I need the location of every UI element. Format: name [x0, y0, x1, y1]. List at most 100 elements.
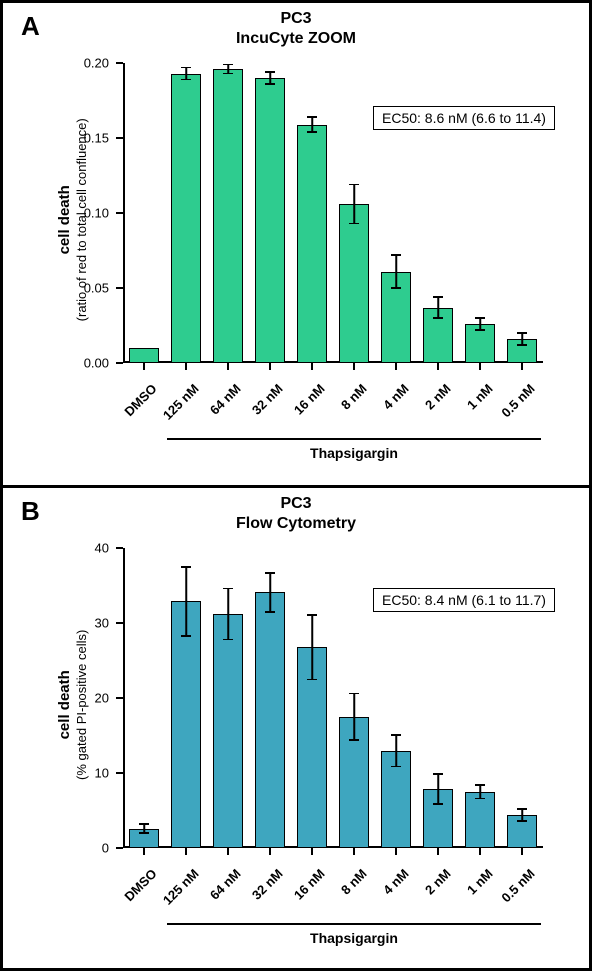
x-tick	[227, 848, 229, 855]
error-bar-cap	[349, 693, 359, 695]
y-axis-label: cell death(ratio of red to total cell co…	[56, 70, 90, 370]
x-tick-label: 8 nM	[338, 866, 370, 898]
x-tick	[311, 848, 313, 855]
error-bar-cap	[307, 679, 317, 681]
error-bar-cap	[475, 329, 485, 331]
bar	[297, 125, 326, 364]
y-axis	[123, 548, 125, 848]
error-bar-cap	[349, 223, 359, 225]
y-tick-label: 0.20	[84, 56, 123, 71]
treatment-underline	[167, 923, 541, 925]
x-tick	[521, 363, 523, 370]
y-tick-label: 10	[95, 766, 123, 781]
error-bar-cap	[433, 803, 443, 805]
error-bar-cap	[223, 64, 233, 66]
x-tick	[437, 848, 439, 855]
error-bar-cap	[475, 784, 485, 786]
x-tick-label: 8 nM	[338, 381, 370, 413]
x-tick	[353, 848, 355, 855]
error-bar-cap	[307, 131, 317, 133]
x-tick	[353, 363, 355, 370]
error-bar-cap	[433, 773, 443, 775]
panel-b-ec50-box: EC50: 8.4 nM (6.1 to 11.7)	[373, 588, 555, 612]
error-bar	[437, 774, 439, 804]
panel-a-ec50-box: EC50: 8.6 nM (6.6 to 11.4)	[373, 106, 555, 130]
error-bar-cap	[223, 639, 233, 641]
x-tick-label: 1 nM	[464, 866, 496, 898]
error-bar-cap	[181, 79, 191, 81]
treatment-label: Thapsigargin	[167, 930, 541, 946]
y-tick-label: 30	[95, 616, 123, 631]
error-bar	[521, 809, 523, 821]
error-bar	[227, 589, 229, 640]
error-bar	[311, 117, 313, 132]
error-bar-cap	[391, 766, 401, 768]
x-tick-label: 125 nM	[160, 381, 202, 423]
error-bar-cap	[265, 71, 275, 73]
bar	[339, 204, 368, 363]
panel-a-title: PC3 IncuCyte ZOOM	[3, 9, 589, 49]
panel-b-title: PC3 Flow Cytometry	[3, 494, 589, 534]
error-bar	[185, 567, 187, 636]
error-bar-cap	[181, 67, 191, 69]
x-tick	[479, 848, 481, 855]
x-tick	[521, 848, 523, 855]
error-bar-cap	[517, 344, 527, 346]
error-bar-cap	[349, 739, 359, 741]
error-bar-cap	[391, 734, 401, 736]
error-bar-cap	[139, 832, 149, 834]
bar	[255, 78, 284, 363]
x-tick	[227, 363, 229, 370]
x-tick	[395, 848, 397, 855]
error-bar	[437, 297, 439, 318]
error-bar	[353, 185, 355, 224]
error-bar	[269, 72, 271, 84]
treatment-label: Thapsigargin	[167, 445, 541, 461]
x-tick-label: 32 nM	[249, 381, 286, 418]
x-tick-label: 64 nM	[207, 381, 244, 418]
x-tick-label: 4 nM	[380, 866, 412, 898]
x-tick	[185, 848, 187, 855]
x-tick-label: 16 nM	[291, 866, 328, 903]
x-tick	[269, 848, 271, 855]
error-bar-cap	[223, 588, 233, 590]
error-bar	[479, 318, 481, 330]
y-axis	[123, 63, 125, 363]
error-bar-cap	[475, 317, 485, 319]
x-tick-label: 2 nM	[422, 381, 454, 413]
x-tick	[311, 363, 313, 370]
panel-a: A PC3 IncuCyte ZOOM 0.000.050.100.150.20…	[3, 3, 589, 488]
x-tick-label: DMSO	[121, 381, 159, 419]
y-tick-label: 20	[95, 691, 123, 706]
x-tick	[479, 363, 481, 370]
bar	[171, 601, 200, 848]
figure: A PC3 IncuCyte ZOOM 0.000.050.100.150.20…	[0, 0, 592, 971]
x-tick-label: 32 nM	[249, 866, 286, 903]
x-tick	[143, 848, 145, 855]
x-tick-label: 0.5 nM	[498, 381, 537, 420]
error-bar-cap	[517, 332, 527, 334]
error-bar	[395, 255, 397, 288]
error-bar	[311, 615, 313, 680]
error-bar	[521, 333, 523, 345]
error-bar	[185, 68, 187, 80]
error-bar-cap	[349, 184, 359, 186]
error-bar	[395, 735, 397, 767]
x-tick	[143, 363, 145, 370]
error-bar-cap	[139, 823, 149, 825]
error-bar-cap	[517, 820, 527, 822]
bar	[129, 348, 158, 363]
error-bar	[269, 573, 271, 612]
x-tick	[269, 363, 271, 370]
x-tick-label: 4 nM	[380, 381, 412, 413]
error-bar-cap	[391, 287, 401, 289]
bar	[255, 592, 284, 848]
x-tick	[437, 363, 439, 370]
error-bar-cap	[265, 572, 275, 574]
x-tick-label: 0.5 nM	[498, 866, 537, 905]
bar	[465, 792, 494, 848]
bar	[213, 614, 242, 848]
panel-b: B PC3 Flow Cytometry 010203040cell death…	[3, 488, 589, 971]
x-tick-label: 2 nM	[422, 866, 454, 898]
error-bar-cap	[223, 73, 233, 75]
